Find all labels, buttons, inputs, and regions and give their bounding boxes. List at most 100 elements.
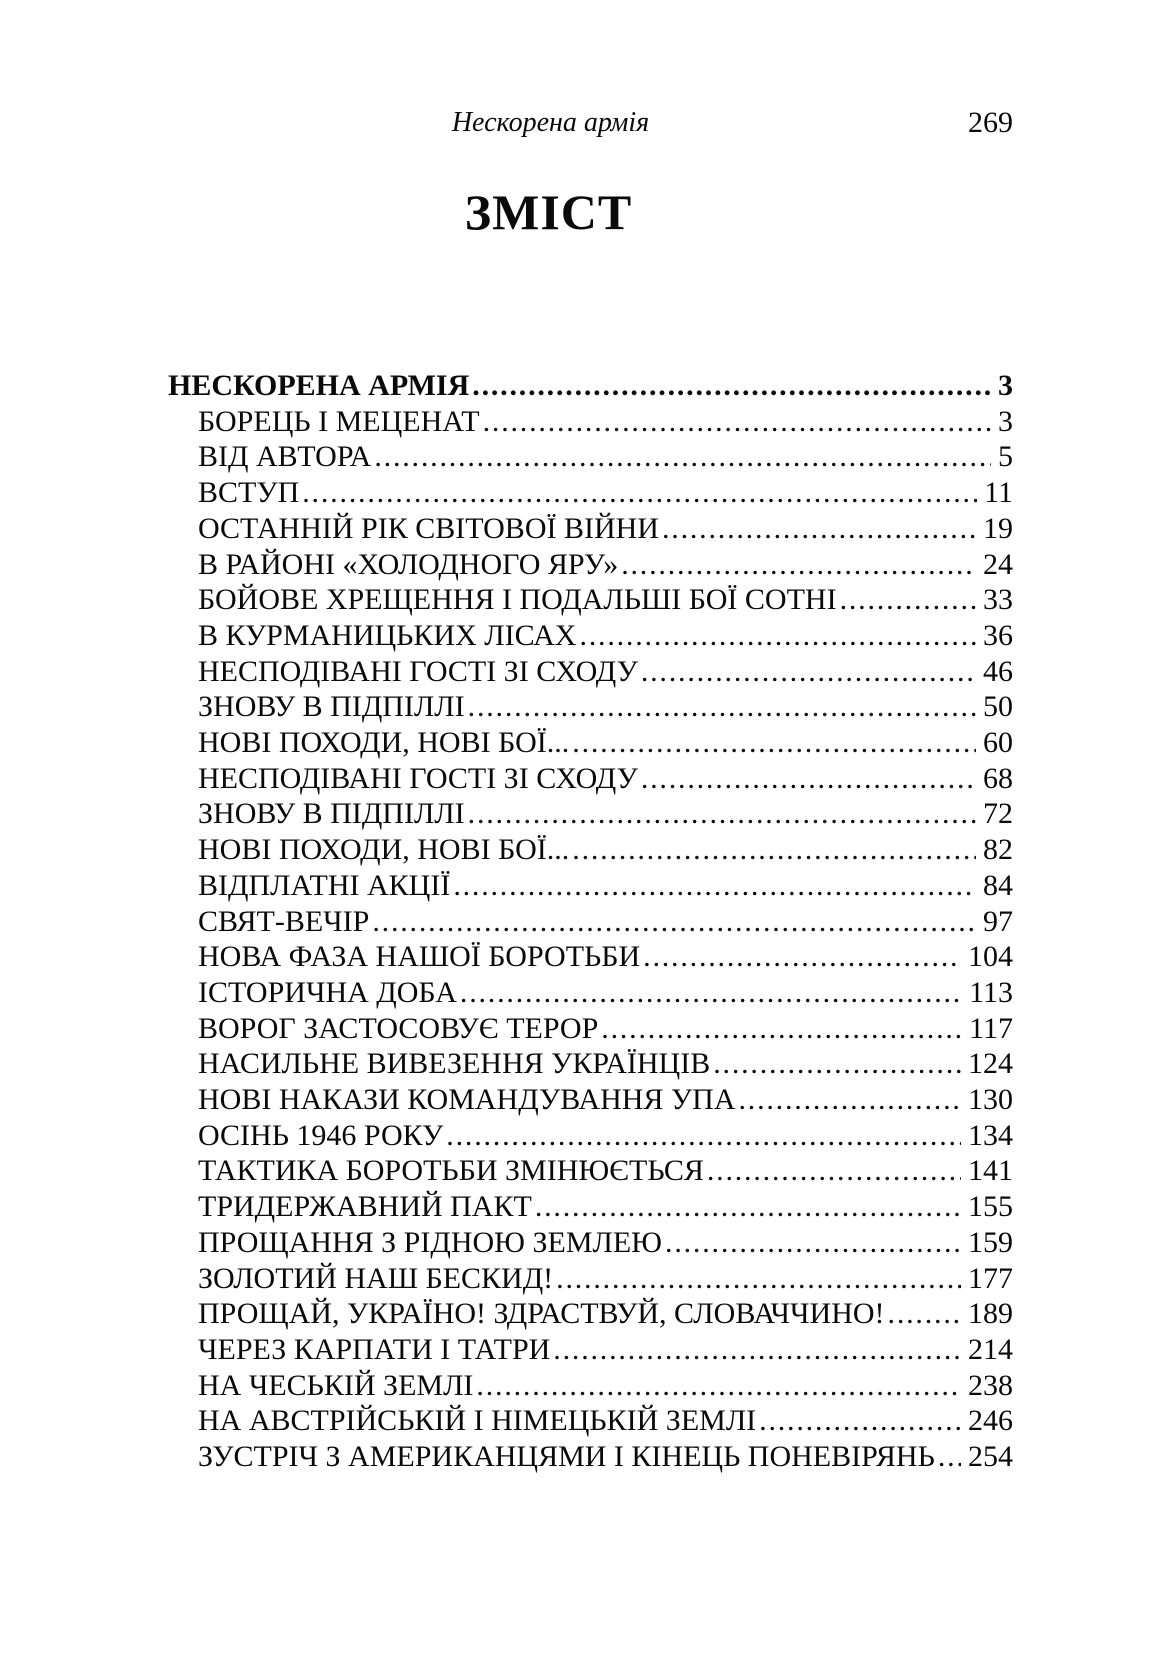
toc-entry: ОСТАННІЙ РІК СВІТОВОЇ ВІЙНИ 19 [168, 511, 1013, 547]
toc-leader-dots [453, 868, 976, 904]
toc-entry-label: НА АВСТРІЙСЬКІЙ І НІМЕЦЬКІЙ ЗЕМЛІ [198, 1404, 757, 1438]
toc-entry-page: 246 [968, 1404, 1013, 1438]
toc-entry: ЗНОВУ В ПІДПІЛЛІ 72 [168, 796, 1013, 832]
running-title: Нескорена армія [451, 107, 650, 138]
toc-entry: БОЙОВЕ ХРЕЩЕННЯ І ПОДАЛЬШІ БОЇ СОТНІ 33 [168, 582, 1013, 618]
toc-entry-page: 60 [983, 726, 1013, 760]
toc-leader-dots [572, 725, 976, 761]
toc-leader-dots [938, 1439, 961, 1475]
toc-entry-label: ЗОЛОТИЙ НАШ БЕСКИД! [198, 1261, 554, 1295]
toc-entry: В РАЙОНІ «ХОЛОДНОГО ЯРУ» 24 [168, 547, 1013, 583]
toc-entry-page: 5 [998, 440, 1013, 474]
toc-leader-dots [468, 689, 976, 725]
toc-entry: ТАКТИКА БОРОТЬБИ ЗМІНЮЄТЬСЯ 141 [168, 1153, 1013, 1189]
toc-entry-page: 238 [968, 1368, 1013, 1402]
toc-leader-dots [460, 975, 962, 1011]
toc-entry: ЧЕРЕЗ КАРПАТИ І ТАТРИ 214 [168, 1332, 1013, 1368]
toc-leader-dots [707, 1153, 961, 1189]
toc-leader-dots [483, 404, 991, 440]
toc-entry-page: 159 [968, 1225, 1013, 1259]
page-header: Нескорена армія 269 [168, 106, 1013, 142]
toc-leader-dots [553, 1332, 961, 1368]
page-number: 269 [968, 106, 1013, 139]
toc-entry: СВЯТ-ВЕЧІР 97 [168, 904, 1013, 940]
toc-leader-dots [601, 1011, 962, 1047]
toc-entry: НОВІ НАКАЗИ КОМАНДУВАННЯ УПА 130 [168, 1082, 1013, 1118]
toc-leader-dots [665, 1225, 961, 1261]
toc-leader-dots [468, 796, 976, 832]
toc-entry-page: 254 [968, 1440, 1013, 1474]
toc-leader-dots [535, 1189, 961, 1225]
toc-entry-label: БОРЕЦЬ І МЕЦЕНАТ [198, 404, 480, 438]
toc-entry-label: БОЙОВЕ ХРЕЩЕННЯ І ПОДАЛЬШІ БОЇ СОТНІ [198, 583, 837, 617]
toc-leader-dots [641, 761, 976, 797]
toc-entry-label: ВОРОГ ЗАСТОСОВУЄ ТЕРОР [198, 1011, 599, 1045]
toc-entry: ІСТОРИЧНА ДОБА 113 [168, 975, 1013, 1011]
toc-entry-label: ІСТОРИЧНА ДОБА [198, 975, 457, 1009]
toc-entry-page: 72 [983, 797, 1013, 831]
toc-entry-page: 189 [968, 1297, 1013, 1331]
toc-entry-label: СВЯТ-ВЕЧІР [198, 904, 370, 938]
toc-entry-page: 113 [969, 975, 1013, 1009]
toc-entry: НАСИЛЬНЕ ВИВЕЗЕННЯ УКРАЇНЦІВ 124 [168, 1046, 1013, 1082]
toc-entry: НА АВСТРІЙСЬКІЙ І НІМЕЦЬКІЙ ЗЕМЛІ 246 [168, 1403, 1013, 1439]
toc-entry-page: 24 [983, 547, 1013, 581]
toc-entry-page: 214 [968, 1332, 1013, 1366]
toc-leader-dots [572, 832, 976, 868]
toc-entry-page: 50 [983, 690, 1013, 724]
toc-entry-label: НА ЧЕСЬКІЙ ЗЕМЛІ [198, 1368, 474, 1402]
toc-entry-label: НЕСПОДІВАНІ ГОСТІ ЗІ СХОДУ [198, 654, 638, 688]
toc-entry-page: 3 [998, 369, 1013, 402]
toc-entry: ВОРОГ ЗАСТОСОВУЄ ТЕРОР 117 [168, 1011, 1013, 1047]
toc-entry-page: 84 [983, 868, 1013, 902]
toc-entry-page: 104 [968, 940, 1013, 974]
toc-leader-dots [662, 511, 976, 547]
toc-leader-dots [641, 654, 976, 690]
toc-entry-page: 33 [983, 583, 1013, 617]
toc-entry-label: НОВА ФАЗА НАШОЇ БОРОТЬБИ [198, 940, 641, 974]
toc-list: НЕСКОРЕНА АРМІЯ 3 БОРЕЦЬ І МЕЦЕНАТ 3 ВІД… [168, 368, 1013, 1475]
toc-entry: НЕСПОДІВАНІ ГОСТІ ЗІ СХОДУ 46 [168, 654, 1013, 690]
toc-leader-dots [556, 1261, 961, 1297]
toc-entry: ПРОЩАЙ, УКРАЇНО! ЗДРАСТВУЙ, СЛОВАЧЧИНО! … [168, 1296, 1013, 1332]
toc-entry-page: 124 [968, 1047, 1013, 1081]
toc-entry: НЕСКОРЕНА АРМІЯ 3 [168, 368, 1013, 404]
toc-entry-label: ПРОЩАЙ, УКРАЇНО! ЗДРАСТВУЙ, СЛОВАЧЧИНО! [198, 1297, 885, 1331]
toc-entry-label: НЕСКОРЕНА АРМІЯ [168, 369, 470, 402]
toc-entry-page: 130 [968, 1083, 1013, 1117]
toc-entry-label: ОСІНЬ 1946 РОКУ [198, 1118, 444, 1152]
toc-entry: ПРОЩАННЯ З РІДНОЮ ЗЕМЛЕЮ 159 [168, 1225, 1013, 1261]
toc-entry: В КУРМАНИЦЬКИХ ЛІСАХ 36 [168, 618, 1013, 654]
toc-entry-label: НОВІ НАКАЗИ КОМАНДУВАННЯ УПА [198, 1083, 736, 1117]
toc-entry: НА ЧЕСЬКІЙ ЗЕМЛІ 238 [168, 1368, 1013, 1404]
toc-entry-label: НОВІ ПОХОДИ, НОВІ БОЇ... [198, 726, 570, 760]
toc-entry: ЗНОВУ В ПІДПІЛЛІ 50 [168, 689, 1013, 725]
toc-entry: ОСІНЬ 1946 РОКУ 134 [168, 1118, 1013, 1154]
toc-entry-label: ТРИДЕРЖАВНИЙ ПАКТ [198, 1190, 532, 1224]
toc-entry-label: ЗНОВУ В ПІДПІЛЛІ [198, 797, 465, 831]
toc-entry: ВСТУП 11 [168, 475, 1013, 511]
toc-entry-label: НОВІ ПОХОДИ, НОВІ БОЇ... [198, 833, 570, 867]
toc-entry-label: НАСИЛЬНЕ ВИВЕЗЕННЯ УКРАЇНЦІВ [198, 1047, 711, 1081]
toc-entry-page: 68 [983, 761, 1013, 795]
toc-entry-label: НЕСПОДІВАНІ ГОСТІ ЗІ СХОДУ [198, 761, 638, 795]
toc-leader-dots [759, 1403, 961, 1439]
toc-entry-page: 46 [983, 654, 1013, 688]
toc-entry: ТРИДЕРЖАВНИЙ ПАКТ 155 [168, 1189, 1013, 1225]
toc-entry: НОВІ ПОХОДИ, НОВІ БОЇ... 82 [168, 832, 1013, 868]
toc-entry-label: ВСТУП [198, 476, 300, 510]
toc-leader-dots [643, 939, 961, 975]
toc-entry-page: 155 [968, 1190, 1013, 1224]
toc-leader-dots [579, 618, 976, 654]
toc-leader-dots [302, 475, 977, 511]
toc-leader-dots [372, 904, 976, 940]
toc-entry-page: 11 [984, 476, 1013, 510]
toc-leader-dots [446, 1118, 961, 1154]
toc-entry-label: ЗНОВУ В ПІДПІЛЛІ [198, 690, 465, 724]
toc-entry: ВІД АВТОРА 5 [168, 439, 1013, 475]
toc-entry-page: 134 [968, 1118, 1013, 1152]
toc-entry-label: ВІД АВТОРА [198, 440, 372, 474]
toc-leader-dots [374, 439, 991, 475]
toc-entry-page: 36 [983, 618, 1013, 652]
